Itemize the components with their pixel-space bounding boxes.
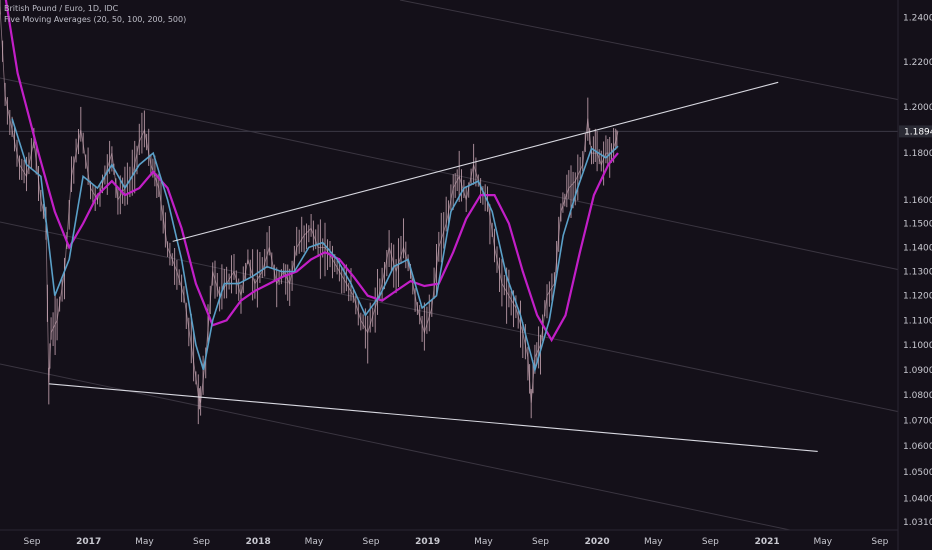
parallel-channel-lines <box>0 0 901 531</box>
time-tick-label: Sep <box>363 537 380 547</box>
price-tick-label: 1.0600 <box>903 442 932 452</box>
channel-line-1 <box>399 0 901 101</box>
price-tick-label: 1.0900 <box>903 366 932 376</box>
time-tick-label: Sep <box>532 537 549 547</box>
moving-average-fast <box>11 118 619 373</box>
time-tick-label: 2018 <box>246 537 271 547</box>
resistance-trendline[interactable] <box>172 81 779 242</box>
last-price-tag: 1.1894 <box>899 125 932 138</box>
price-tick-label: 1.2200 <box>903 58 932 68</box>
time-tick-label: May <box>305 537 324 547</box>
time-tick-label: 2021 <box>755 537 780 547</box>
price-axis-background[interactable] <box>898 0 932 550</box>
channel-line-3 <box>0 221 901 413</box>
price-tick-label: 1.1000 <box>903 341 932 351</box>
last-price-tag-background <box>899 125 932 138</box>
time-tick-label: 2017 <box>76 537 101 547</box>
fast-moving-average-line <box>11 118 619 373</box>
price-tick-label: 1.1200 <box>903 292 932 302</box>
price-axis[interactable]: 1.2400 1.2200 1.2000 1.1800 1.1600 1.1500 1.14… <box>903 14 932 528</box>
price-tick-label: 1.0500 <box>903 468 932 478</box>
moving-average-slow <box>4 0 619 343</box>
price-tick-label: 1.1400 <box>903 243 932 253</box>
price-tick-label: 1.0800 <box>903 391 932 401</box>
time-tick-label: May <box>644 537 663 547</box>
time-tick-label: 2020 <box>585 537 610 547</box>
price-tick-label: 1.1100 <box>903 316 932 326</box>
price-tick-label: 1.0310 <box>903 518 932 528</box>
support-trendline[interactable] <box>48 383 818 452</box>
time-tick-label: 2019 <box>415 537 440 547</box>
slow-moving-average-line <box>4 0 619 343</box>
price-tick-label: 1.1600 <box>903 196 932 206</box>
time-tick-label: Sep <box>193 537 210 547</box>
price-tick-label: 1.2000 <box>903 103 932 113</box>
time-axis[interactable]: Sep 2017 May Sep 2018 May Sep 2019 May Sep 2020 May… <box>24 537 889 547</box>
price-tick-label: 1.1300 <box>903 268 932 278</box>
price-tick-label: 1.0700 <box>903 417 932 427</box>
price-tick-label: 1.1500 <box>903 220 932 230</box>
time-tick-label: May <box>813 537 832 547</box>
channel-line-2 <box>0 77 901 271</box>
time-tick-label: Sep <box>871 537 888 547</box>
time-tick-label: Sep <box>702 537 719 547</box>
symbol-title: British Pound / Euro, 1D, IDC <box>4 4 119 13</box>
indicator-title: Five Moving Averages (20, 50, 100, 200, … <box>4 15 186 24</box>
time-tick-label: May <box>474 537 493 547</box>
channel-line-4 <box>0 363 791 531</box>
trendlines[interactable] <box>48 81 818 452</box>
price-tick-label: 1.1800 <box>903 149 932 159</box>
time-tick-label: Sep <box>24 537 41 547</box>
price-tick-label: 1.2400 <box>903 14 932 24</box>
price-tick-label: 1.0400 <box>903 494 932 504</box>
time-tick-label: May <box>135 537 154 547</box>
last-price-value: 1.1894 <box>904 127 932 137</box>
